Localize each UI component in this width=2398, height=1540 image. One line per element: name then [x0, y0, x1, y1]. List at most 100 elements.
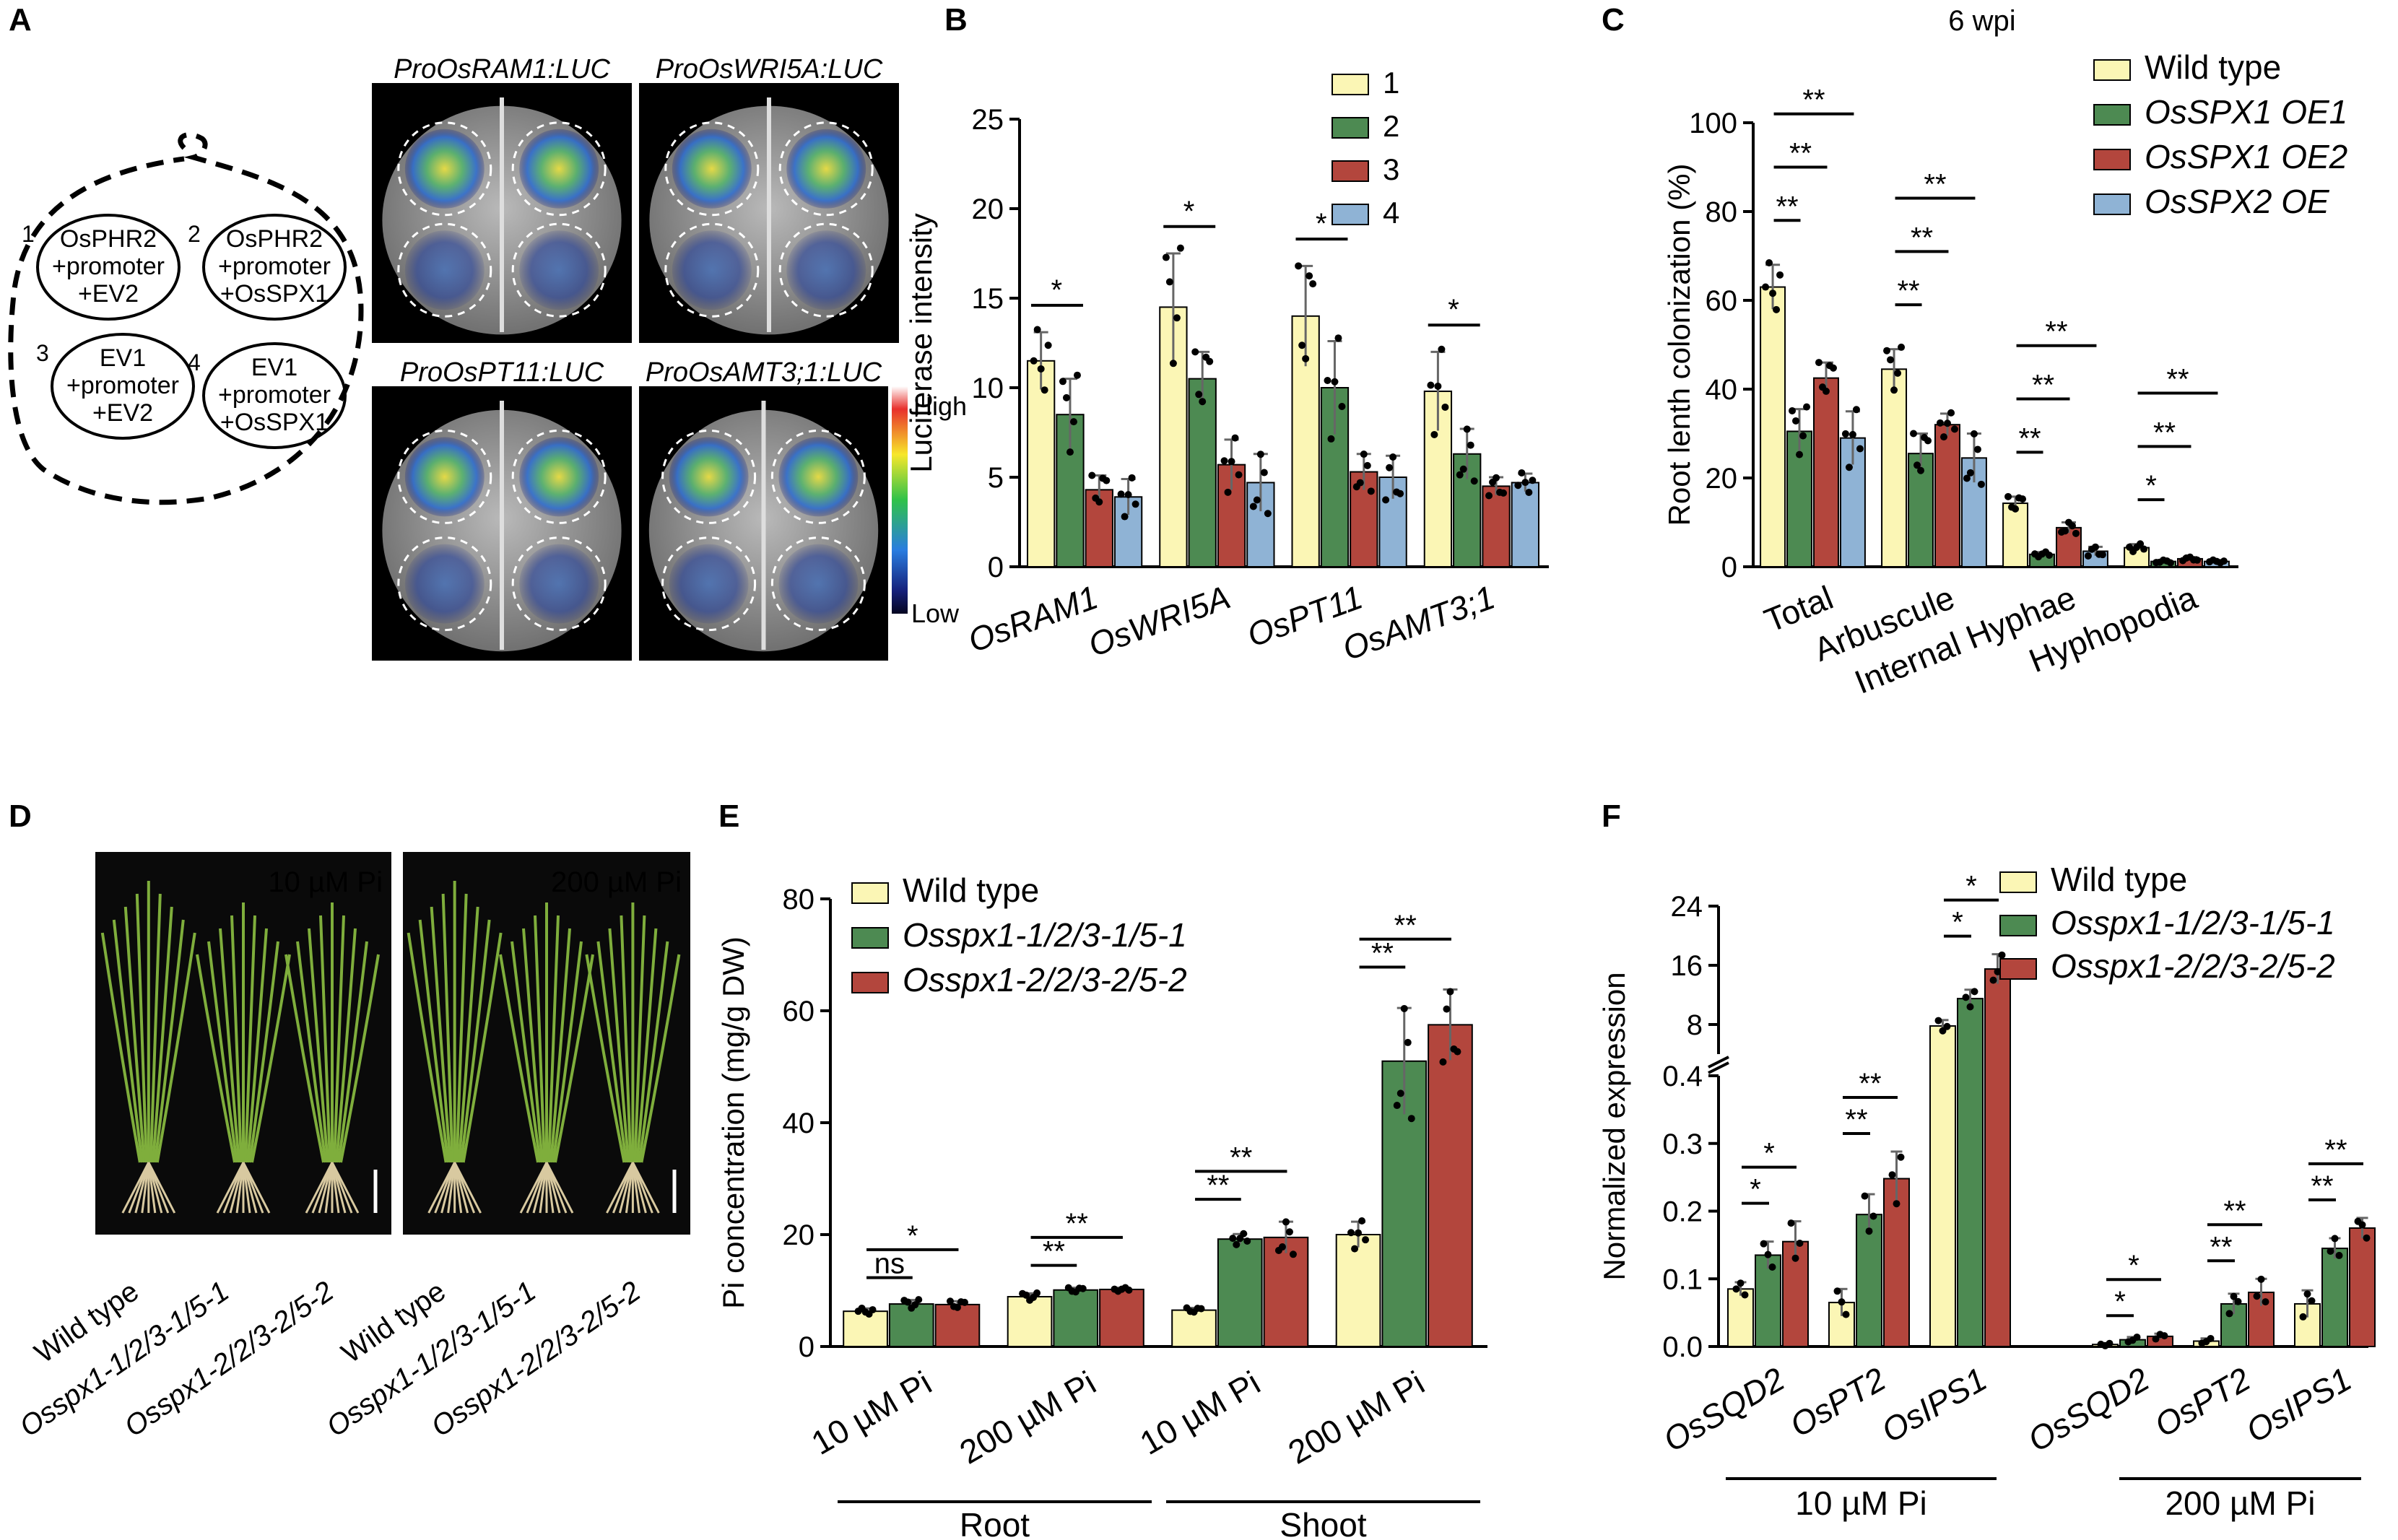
- chart-f: F 0.0 0.1 0.2 0.3 0.4 8 16 24 Normalized expressi…: [1597, 799, 2376, 1522]
- data-point: [1796, 1240, 1804, 1248]
- panel-letter-f: F: [1602, 799, 1621, 834]
- data-point: [1947, 409, 1955, 417]
- luc-image-2-signal-2: [786, 129, 866, 209]
- plant-2-3-leaf: [596, 941, 628, 1163]
- data-point: [1125, 1286, 1133, 1294]
- luc-image-4-spot-3: [661, 536, 757, 632]
- x-tick-label: OsPT2: [1784, 1360, 1892, 1445]
- data-point: [1966, 469, 1974, 477]
- significance-mark: **: [1043, 1236, 1065, 1268]
- plant-1-1-leaf: [155, 932, 196, 1163]
- panel-letter-c: C: [1602, 2, 1625, 38]
- data-point: [2253, 1292, 2261, 1300]
- plant-photo-1-condition: 10 µM Pi: [268, 866, 383, 898]
- data-point: [1264, 510, 1272, 518]
- significance-mark: *: [1763, 1138, 1775, 1170]
- data-point: [2084, 552, 2092, 560]
- data-point: [2303, 1290, 2311, 1298]
- luc-image-2-spot-1: [664, 121, 760, 217]
- data-point: [1121, 513, 1129, 521]
- x-tick-label: OsSQD2: [2022, 1360, 2155, 1459]
- data-point: [1977, 480, 1985, 488]
- data-point: [1404, 1038, 1412, 1046]
- plant-1-3-leaf: [308, 928, 329, 1163]
- plant-2-2-leaf: [554, 954, 594, 1163]
- y-axis-label: Root lenth colonization (%): [1662, 164, 1696, 526]
- y-tick-label: 60: [783, 996, 815, 1027]
- data-point: [869, 1306, 877, 1314]
- significance-mark: **: [1789, 138, 1812, 170]
- data-point: [1117, 490, 1125, 498]
- data-point: [1934, 1017, 1942, 1025]
- legend-swatch: [851, 927, 889, 949]
- luc-image-4-spot-1: [661, 429, 757, 524]
- significance-mark: **: [1845, 1104, 1867, 1136]
- data-point: [1760, 1240, 1768, 1248]
- spot-2-vector: +OsSPX1: [220, 280, 329, 308]
- bar: [843, 1310, 888, 1348]
- spot-1-protein: OsPHR2: [60, 225, 157, 253]
- y-tick-label: 24: [1671, 891, 1703, 923]
- group-label: 200 µM Pi: [2165, 1484, 2315, 1522]
- legend-label: Wild type: [2145, 48, 2281, 86]
- y-tick-label: 0.0: [1662, 1331, 1703, 1363]
- data-point: [1347, 1229, 1355, 1237]
- data-point: [1456, 471, 1464, 479]
- luc-image-4-signal-2: [778, 437, 859, 517]
- luc-image-2-signal-4: [786, 230, 866, 310]
- luc-image-3-spot-3: [397, 536, 492, 632]
- y-tick-label: 40: [783, 1108, 815, 1139]
- data-point: [1898, 343, 1906, 351]
- bar: [1755, 1254, 1781, 1347]
- data-point: [1913, 461, 1921, 469]
- significance-mark: **: [2045, 316, 2067, 348]
- data-point: [1249, 503, 1257, 510]
- data-point: [1989, 976, 1997, 984]
- data-point: [1438, 345, 1446, 353]
- significance-mark: *: [1750, 1174, 1761, 1206]
- luc-image-2-signal-1: [672, 129, 752, 209]
- y-tick-label: 10: [972, 373, 1004, 404]
- legend-label: 4: [1383, 196, 1399, 230]
- data-point: [1799, 432, 1807, 440]
- data-point: [1356, 479, 1364, 487]
- plant-1-2-leaf: [219, 928, 240, 1163]
- luc-image-1-spot-1: [397, 121, 492, 217]
- data-point: [1971, 988, 1978, 996]
- data-point: [1358, 1217, 1366, 1224]
- plant-2-1-leaf: [457, 906, 479, 1163]
- data-point: [2225, 1310, 2233, 1318]
- data-point: [1861, 1192, 1869, 1200]
- luc-image-4-label: ProOsAMT3;1:LUC: [646, 357, 882, 388]
- significance-mark: *: [1952, 907, 1963, 939]
- spot-3-number: 3: [36, 340, 49, 366]
- plant-1-2-leaf: [251, 954, 291, 1163]
- data-point: [1033, 1289, 1041, 1297]
- data-point: [1367, 487, 1375, 495]
- y-tick-label: 100: [1689, 108, 1737, 139]
- plant-2-3-root: [632, 1162, 660, 1214]
- data-point: [1128, 474, 1136, 482]
- plant-2-2-leaf: [549, 928, 571, 1163]
- data-point: [915, 1296, 923, 1304]
- data-point: [1309, 280, 1317, 288]
- plant-1-2-leaf: [196, 954, 236, 1163]
- y-tick-label: 80: [783, 884, 815, 915]
- plant-1-2-leaf: [248, 941, 279, 1163]
- data-point: [2019, 495, 2027, 503]
- data-point: [1936, 419, 1944, 427]
- data-point: [2262, 1298, 2269, 1306]
- plant-1-3-leaf: [284, 954, 325, 1163]
- spot-1-outline: [36, 214, 181, 321]
- x-tick-label: 200 µM Pi: [953, 1364, 1102, 1471]
- data-point: [1463, 425, 1471, 433]
- data-point: [1894, 369, 1902, 377]
- x-tick-label: 10 µM Pi: [1134, 1364, 1267, 1462]
- data-point: [2004, 492, 2012, 500]
- data-point: [2012, 505, 2020, 513]
- data-point: [1289, 1250, 1297, 1258]
- data-point: [2363, 1234, 2371, 1242]
- luc-image-4-signal-4: [778, 544, 859, 624]
- data-point: [1044, 342, 1052, 349]
